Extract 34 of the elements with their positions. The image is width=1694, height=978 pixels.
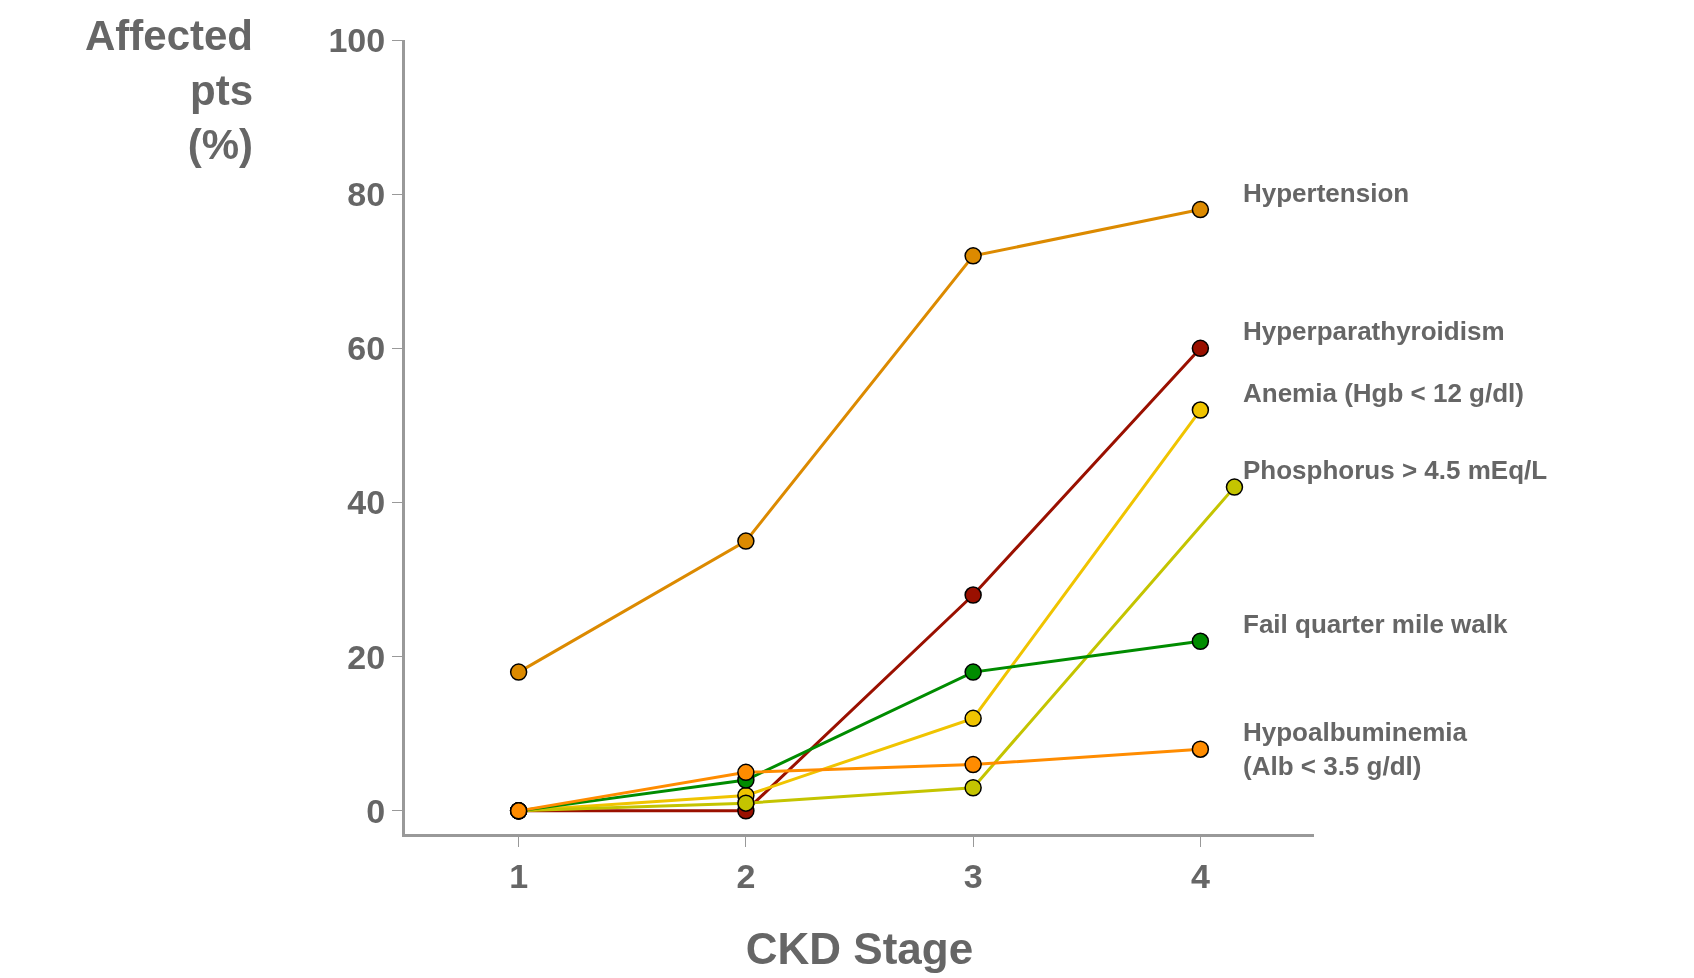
y-tick-label: 0 bbox=[366, 791, 386, 830]
point bbox=[964, 779, 982, 797]
series-label: Anemia (Hgb < 12 g/dl) bbox=[1243, 378, 1524, 408]
point bbox=[964, 247, 982, 265]
series-label: Fail quarter mile walk bbox=[1243, 609, 1508, 639]
point bbox=[509, 663, 528, 681]
point bbox=[964, 586, 982, 604]
point bbox=[1191, 339, 1210, 358]
series-label: Hypertension bbox=[1243, 178, 1410, 208]
x-tick-label: 4 bbox=[1190, 856, 1210, 895]
y-tick-label: 60 bbox=[347, 329, 386, 368]
point bbox=[964, 709, 982, 728]
y-tick-label: 100 bbox=[328, 20, 386, 59]
point bbox=[1191, 200, 1210, 219]
x-tick-label: 3 bbox=[963, 856, 983, 895]
point bbox=[964, 663, 982, 681]
series-label: Phosphorus > 4.5 mEq/L bbox=[1243, 455, 1548, 485]
point bbox=[737, 794, 755, 812]
series-label: Hypoalbuminemia (Alb < 3.5 g/dl) bbox=[1243, 717, 1468, 781]
point bbox=[737, 763, 755, 782]
y-tick-label: 20 bbox=[347, 637, 386, 676]
series-label: Hyperparathyroidism bbox=[1243, 316, 1505, 346]
y-axis-title: Affected pts (%) bbox=[85, 12, 254, 169]
point bbox=[964, 755, 982, 774]
x-axis-title: CKD Stage bbox=[745, 924, 974, 974]
point bbox=[1191, 632, 1210, 651]
x-tick-label: 2 bbox=[736, 856, 756, 895]
point bbox=[1191, 740, 1210, 758]
y-tick-label: 40 bbox=[347, 483, 386, 522]
x-tick-label: 1 bbox=[509, 856, 529, 895]
point bbox=[1191, 401, 1210, 419]
point bbox=[1225, 478, 1244, 496]
point bbox=[737, 532, 755, 550]
y-tick-label: 80 bbox=[347, 175, 386, 214]
